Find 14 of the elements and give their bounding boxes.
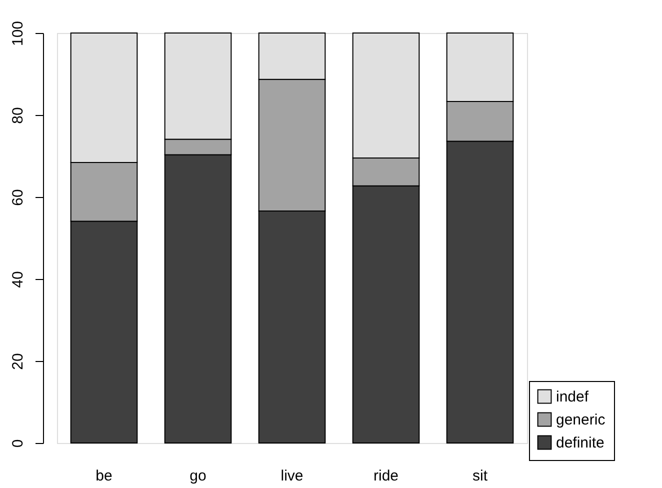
legend-label: generic: [556, 412, 606, 428]
legend-label: indef: [556, 388, 590, 406]
y-tick-label: 20: [10, 353, 26, 370]
x-tick-label: be: [96, 468, 112, 484]
y-tick-label: 40: [10, 271, 26, 288]
y-tick-label: 0: [10, 439, 26, 448]
x-tick-label: sit: [472, 468, 488, 484]
legend-label: definite: [556, 434, 604, 452]
x-tick-label: live: [280, 468, 304, 484]
y-tick-label: 60: [10, 189, 26, 206]
x-tick-label: ride: [373, 468, 399, 484]
y-tick-label: 80: [10, 107, 26, 124]
x-tick-label: go: [190, 468, 206, 484]
y-tick-label: 100: [10, 20, 26, 46]
